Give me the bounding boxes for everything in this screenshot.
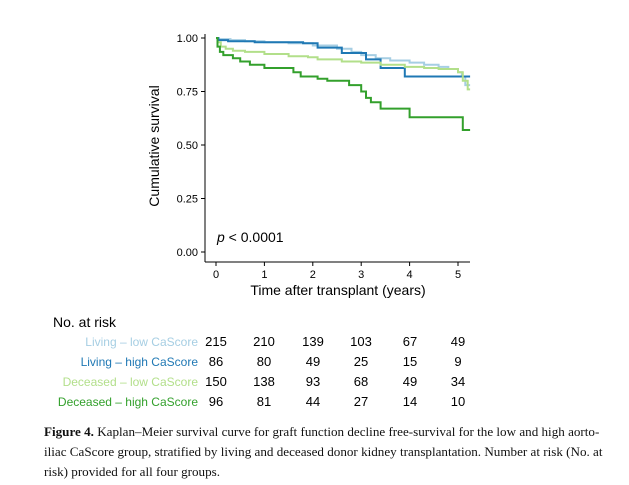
risk-count: 14 [403,394,417,409]
figure-caption: Figure 4. Kaplan–Meier survival curve fo… [44,422,610,482]
risk-row-label: Living – high CaScore [81,355,199,369]
risk-count: 34 [451,374,465,389]
risk-count: 80 [257,354,271,369]
p-value-text: < 0.0001 [225,229,284,245]
survival-curve-living-high-cascore [216,37,471,78]
plot-lines [216,37,471,131]
risk-count: 93 [306,374,320,389]
risk-count: 96 [209,394,223,409]
y-tick-label: 0.25 [177,194,198,206]
risk-row-label: Deceased – low CaScore [63,375,199,389]
risk-count: 9 [454,354,461,369]
risk-count: 81 [257,394,271,409]
survival-curve-deceased-high-cascore [216,37,471,131]
x-tick-label: 1 [261,269,267,281]
risk-count: 15 [403,354,417,369]
risk-count: 67 [403,334,417,349]
y-tick-label: 0.00 [177,247,198,259]
risk-count: 138 [253,374,275,389]
risk-count: 25 [354,354,368,369]
survival-curve-deceased-low-cascore [216,37,471,91]
risk-count: 139 [302,334,324,349]
x-tick-label: 4 [407,269,413,281]
risk-count: 10 [451,394,465,409]
risk-table: Living – low CaScore 215 210 139 103 67 49 Livi… [58,334,465,409]
risk-count: 49 [451,334,465,349]
y-tick-label: 0.50 [177,140,198,152]
caption-text: Kaplan–Meier survival curve for graft fu… [44,424,603,479]
x-tick-label: 2 [310,269,316,281]
axes [204,34,470,263]
ticks: 0.00 0.25 0.50 0.75 1.00 0 1 2 3 4 5 [177,33,461,281]
risk-count: 210 [253,334,275,349]
risk-count: 44 [306,394,320,409]
x-tick-label: 3 [358,269,364,281]
caption-label: Figure 4. [44,424,94,439]
y-axis-label: Cumulative survival [146,85,162,206]
risk-count: 86 [209,354,223,369]
risk-table-title: No. at risk [53,314,117,330]
risk-count: 215 [205,334,227,349]
x-axis-label: Time after transplant (years) [250,282,425,298]
risk-count: 49 [306,354,320,369]
risk-count: 103 [350,334,372,349]
risk-row-label: Deceased – high CaScore [58,395,198,409]
risk-count: 150 [205,374,227,389]
risk-count: 49 [403,374,417,389]
y-tick-label: 1.00 [177,33,198,45]
km-chart: 0.000.250.500.751.000 1 2 3 4 5 Cumulative su… [53,33,471,409]
y-tick-label: 0.75 [177,87,198,99]
x-tick-label: 5 [455,269,461,281]
risk-count: 68 [354,374,368,389]
risk-count: 27 [354,394,368,409]
p-symbol: p [216,229,225,245]
p-value-annotation: p < 0.0001 [216,229,284,245]
risk-row-label: Living – low CaScore [85,335,198,349]
x-tick-label: 0 [213,269,219,281]
